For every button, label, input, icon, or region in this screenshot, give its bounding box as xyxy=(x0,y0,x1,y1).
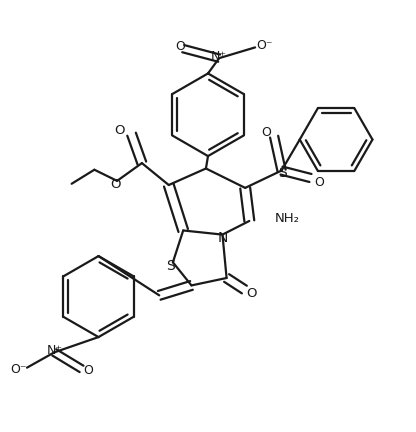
Text: O: O xyxy=(175,40,185,53)
Text: S: S xyxy=(166,259,175,273)
Text: O: O xyxy=(314,176,324,189)
Text: N: N xyxy=(218,231,228,245)
Text: O: O xyxy=(110,178,120,191)
Text: O⁻: O⁻ xyxy=(256,39,272,52)
Text: O: O xyxy=(83,365,93,378)
Text: O: O xyxy=(115,124,125,137)
Text: O: O xyxy=(247,287,257,300)
Text: NH₂: NH₂ xyxy=(275,213,300,226)
Text: N⁺: N⁺ xyxy=(46,344,62,357)
Text: S: S xyxy=(278,165,287,180)
Text: O: O xyxy=(262,126,272,139)
Text: O⁻: O⁻ xyxy=(10,363,27,376)
Text: N⁺: N⁺ xyxy=(211,50,227,63)
